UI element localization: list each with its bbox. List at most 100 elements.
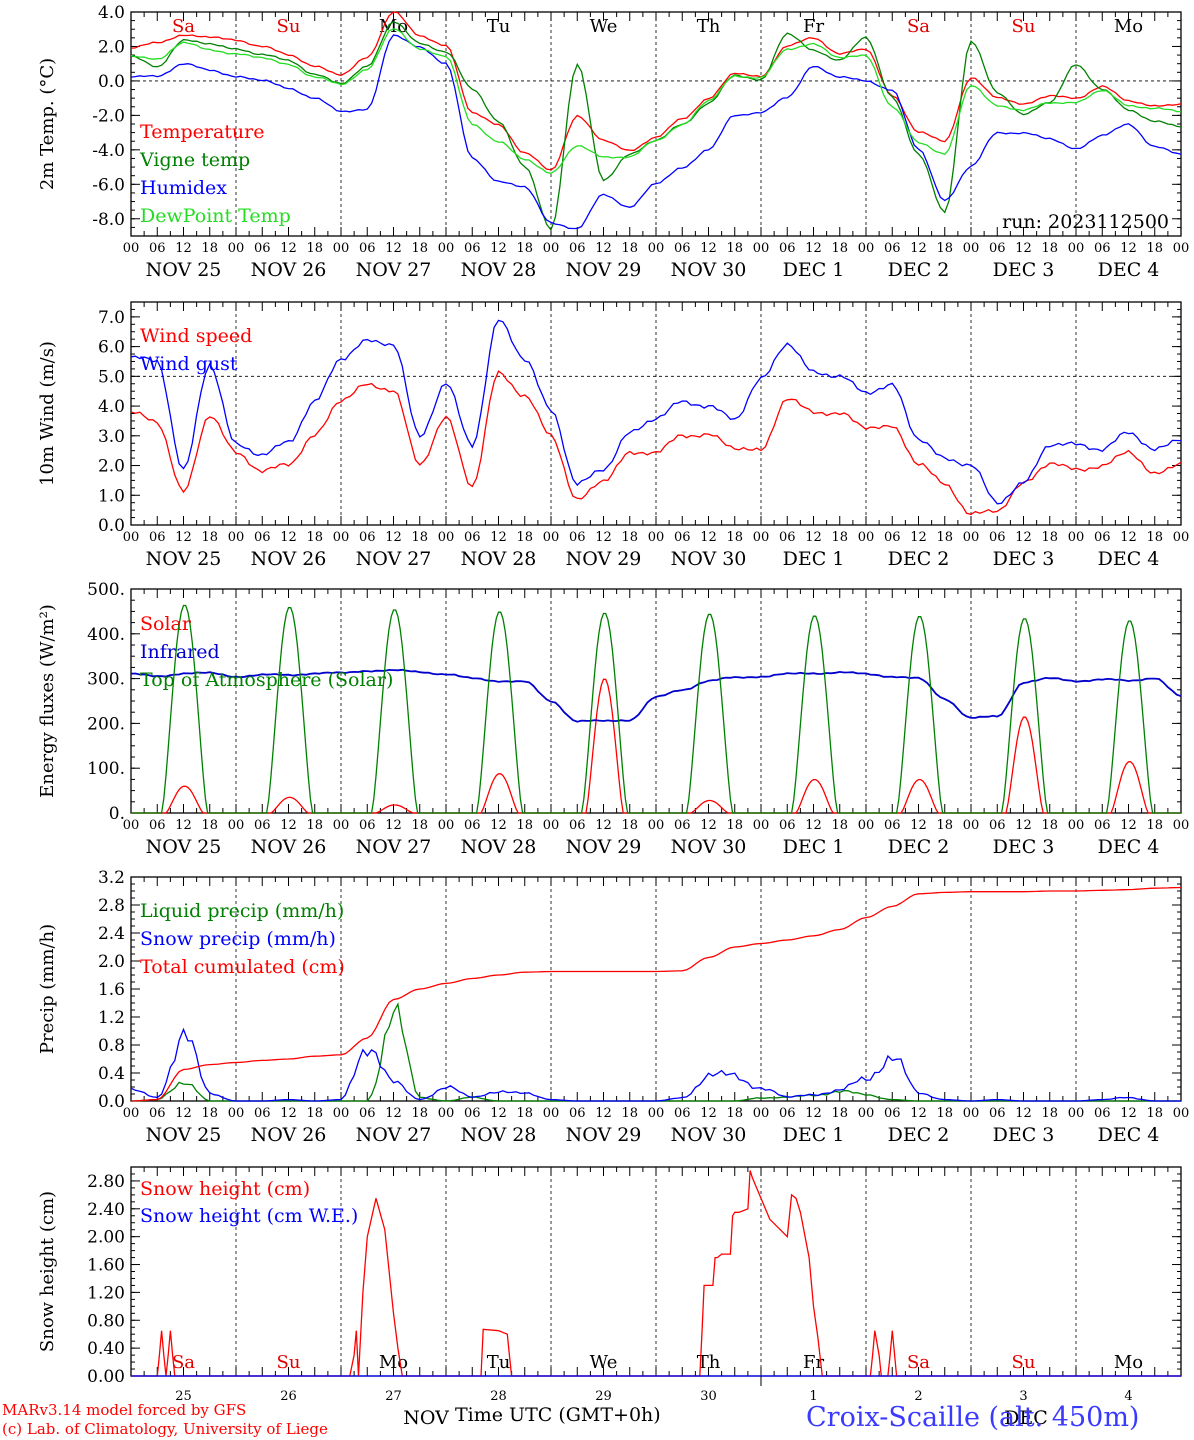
x-hour-label: 12 xyxy=(1015,241,1032,256)
x-hour-label: 18 xyxy=(936,1106,953,1121)
x-date-label: DEC 1 xyxy=(783,259,845,281)
y-tick-label: 2.8 xyxy=(98,896,125,916)
x-hour-label: 12 xyxy=(490,818,507,833)
x-date-label: DEC 2 xyxy=(888,1124,950,1146)
weekday-label: Mo xyxy=(1114,16,1143,37)
x-hour-label: 12 xyxy=(385,530,402,545)
x-hour-label: 06 xyxy=(674,530,691,545)
y-tick-label: 5.0 xyxy=(98,367,125,387)
x-date-label: NOV 29 xyxy=(566,259,642,281)
y-tick-label: 4.0 xyxy=(98,397,125,417)
x-hour-label: 00 xyxy=(228,818,245,833)
x-hour-label: 00 xyxy=(123,241,140,256)
x-date-label: NOV 29 xyxy=(566,548,642,570)
weekday-label: Mo xyxy=(1114,1352,1143,1373)
x-hour-label: 12 xyxy=(175,818,192,833)
x-hour-label: 12 xyxy=(280,1106,297,1121)
x-hour-label: 12 xyxy=(280,530,297,545)
x-day-number: 3 xyxy=(1019,1389,1027,1404)
x-hour-label: 12 xyxy=(805,530,822,545)
x-hour-label: 00 xyxy=(333,818,350,833)
series-line-wind-gust xyxy=(130,319,1182,505)
x-hour-label: 00 xyxy=(1068,530,1085,545)
x-hour-label: 18 xyxy=(936,241,953,256)
y-tick-label: 6.0 xyxy=(98,338,125,358)
x-date-label: DEC 4 xyxy=(1098,836,1160,858)
series-line-dewpoint-temp xyxy=(130,28,1181,174)
y-tick-label: -4.0 xyxy=(92,141,125,161)
x-date-label: DEC 2 xyxy=(888,259,950,281)
x-hour-label: 18 xyxy=(831,530,848,545)
x-hour-label: 06 xyxy=(779,1106,796,1121)
y-tick-label: -2.0 xyxy=(92,106,125,126)
y-tick-label: 200. xyxy=(87,714,125,734)
x-hour-label: 00 xyxy=(1173,241,1190,256)
y-tick-label: 2.0 xyxy=(98,457,125,477)
x-hour-label: 06 xyxy=(989,818,1006,833)
x-hour-label: 18 xyxy=(411,1106,428,1121)
x-hour-label: 12 xyxy=(700,818,717,833)
x-hour-label: 00 xyxy=(963,530,980,545)
x-hour-label: 18 xyxy=(1041,1106,1058,1121)
y-tick-label: 1.20 xyxy=(87,1283,125,1303)
x-date-label: NOV 30 xyxy=(671,548,747,570)
x-hour-label: 18 xyxy=(936,530,953,545)
x-hour-label: 06 xyxy=(989,530,1006,545)
x-hour-label: 06 xyxy=(464,530,481,545)
legend-humidex: Humidex xyxy=(140,177,227,199)
legend-snow-height-cm-w-e: Snow height (cm W.E.) xyxy=(140,1205,358,1227)
x-hour-label: 12 xyxy=(175,530,192,545)
x-hour-label: 00 xyxy=(333,241,350,256)
y-tick-label: 3.0 xyxy=(98,427,125,447)
x-date-label: NOV 30 xyxy=(671,1124,747,1146)
x-hour-label: 18 xyxy=(1146,241,1163,256)
y-tick-label: -8.0 xyxy=(92,210,125,230)
x-date-label: NOV 29 xyxy=(566,1124,642,1146)
station-name: Croix-Scaille (alt. 450m) xyxy=(806,1402,1140,1433)
y-tick-label: 0.8 xyxy=(98,1036,125,1056)
x-hour-label: 06 xyxy=(569,1106,586,1121)
x-hour-label: 12 xyxy=(385,818,402,833)
x-hour-label: 00 xyxy=(858,1106,875,1121)
x-hour-label: 18 xyxy=(831,241,848,256)
x-hour-label: 18 xyxy=(201,1106,218,1121)
x-hour-label: 06 xyxy=(674,818,691,833)
x-hour-label: 18 xyxy=(621,1106,638,1121)
x-hour-label: 18 xyxy=(726,241,743,256)
x-date-label: NOV 27 xyxy=(356,548,432,570)
x-hour-label: 06 xyxy=(359,818,376,833)
x-hour-label: 00 xyxy=(1173,530,1190,545)
x-date-label: NOV 26 xyxy=(251,836,327,858)
y-axis-label: Precip (mm/h) xyxy=(37,924,58,1054)
x-date-label: NOV 26 xyxy=(251,259,327,281)
x-date-label: NOV 30 xyxy=(671,259,747,281)
series-line-snow-height-cm xyxy=(131,1170,1181,1377)
x-hour-label: 06 xyxy=(359,241,376,256)
y-tick-label: 0.0 xyxy=(98,516,125,536)
y-axis-label: 10m Wind (m/s) xyxy=(37,341,58,486)
legend-liquid-precip-mm-h: Liquid precip (mm/h) xyxy=(140,900,344,922)
panel-precip: 3.2 2.8 2.4 2.0 1.6 1.2 0.8 0.4 0.0 Precip (mm/h)… xyxy=(37,868,1189,1146)
x-date-label: NOV 28 xyxy=(461,548,537,570)
x-date-label: NOV 27 xyxy=(356,1124,432,1146)
y-tick-label: 0.00 xyxy=(87,1367,125,1387)
x-axis-title: Time UTC (GMT+0h) xyxy=(455,1404,661,1426)
weekday-label: Sa xyxy=(907,1352,930,1373)
x-hour-label: 12 xyxy=(175,241,192,256)
x-hour-label: 00 xyxy=(123,818,140,833)
x-date-label: NOV 29 xyxy=(566,836,642,858)
x-hour-label: 00 xyxy=(1068,818,1085,833)
y-tick-label: 2.0 xyxy=(98,952,125,972)
x-day-number: 25 xyxy=(175,1389,192,1404)
x-hour-label: 00 xyxy=(228,1106,245,1121)
x-hour-label: 18 xyxy=(411,241,428,256)
y-tick-label: 0.0 xyxy=(98,72,125,92)
x-hour-label: 12 xyxy=(490,1106,507,1121)
x-date-label: NOV 28 xyxy=(461,836,537,858)
x-hour-label: 18 xyxy=(201,530,218,545)
x-hour-label: 06 xyxy=(569,241,586,256)
weekday-label: Tu xyxy=(487,16,511,37)
x-hour-label: 18 xyxy=(516,818,533,833)
x-hour-label: 12 xyxy=(595,530,612,545)
